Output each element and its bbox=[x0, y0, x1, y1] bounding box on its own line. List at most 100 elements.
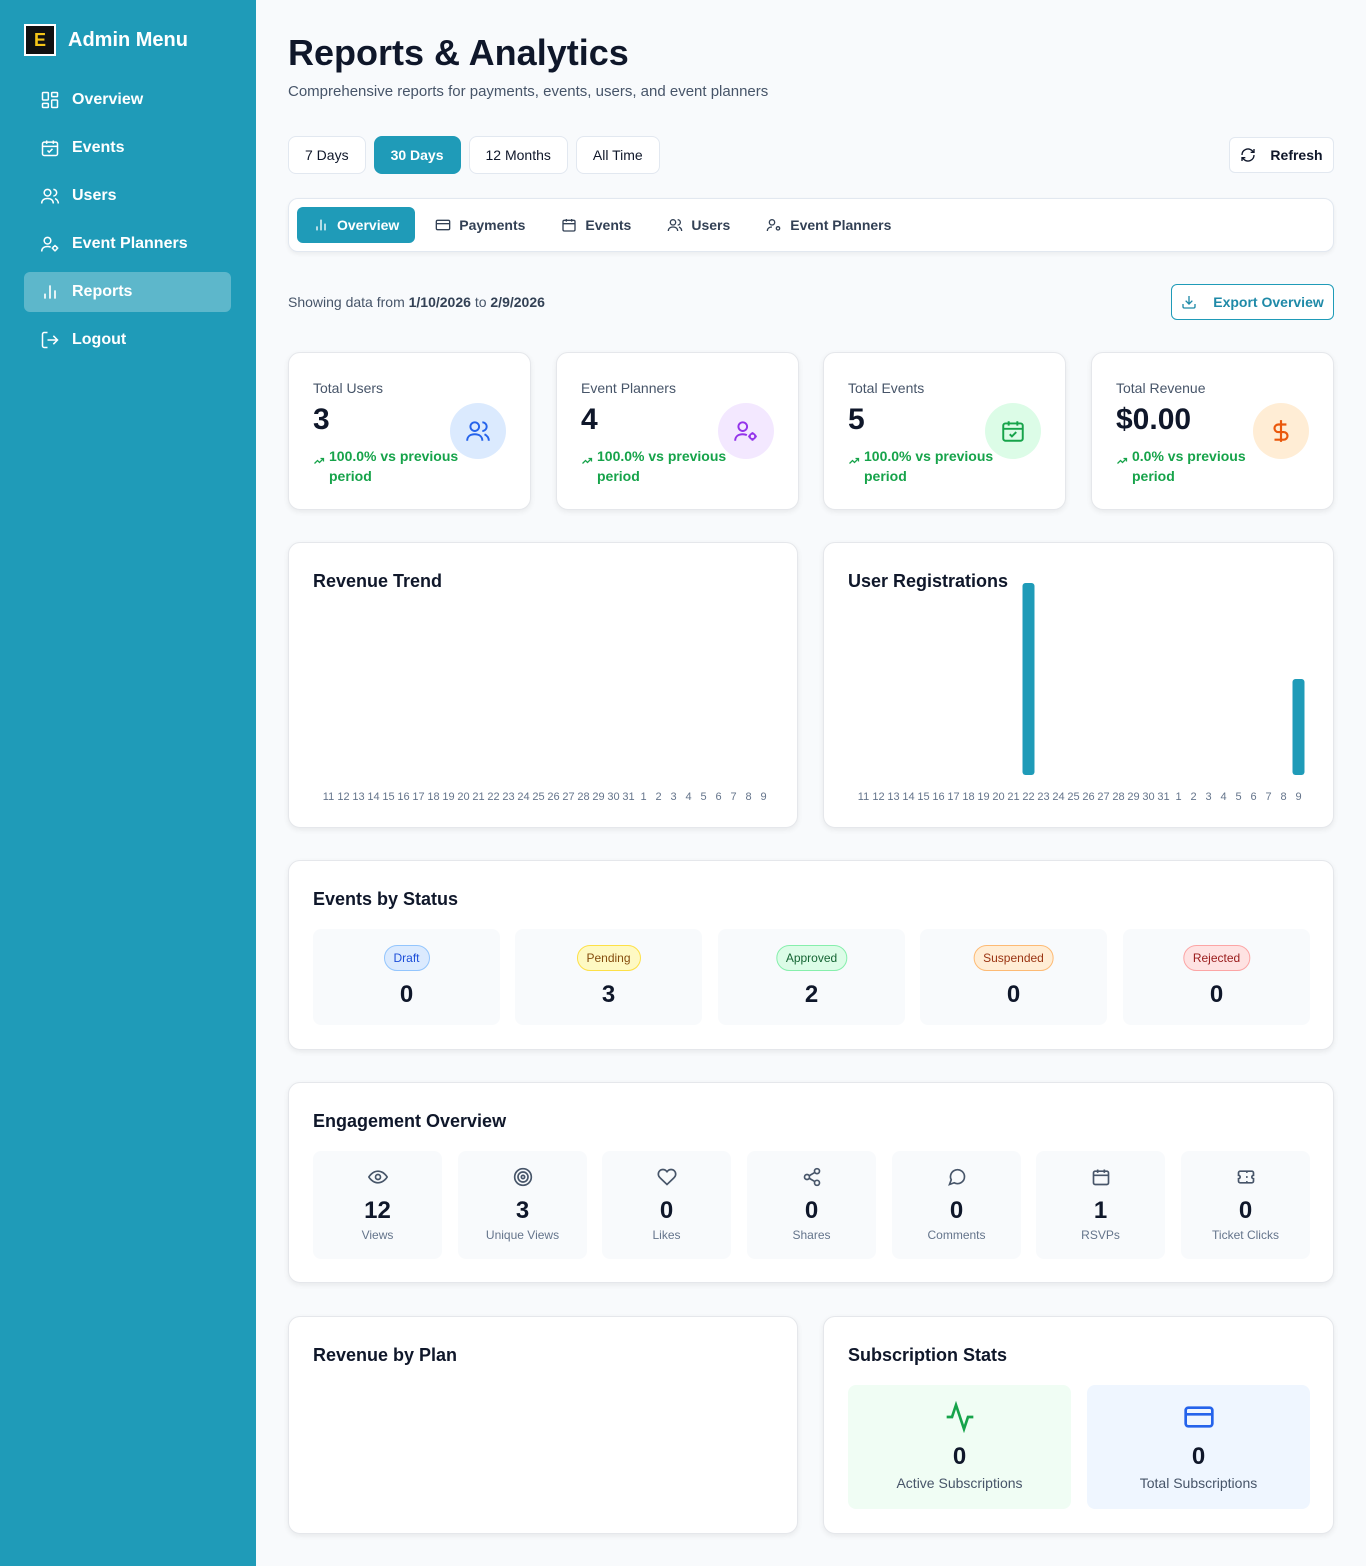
tab-event-planners[interactable]: Event Planners bbox=[750, 207, 907, 243]
engagement-value: 12 bbox=[364, 1197, 391, 1224]
active-subscriptions-value: 0 bbox=[952, 1443, 967, 1470]
bar-chart-icon bbox=[44, 285, 56, 299]
trending-up-icon bbox=[582, 457, 593, 464]
status-suspended: Suspended 0 bbox=[920, 929, 1107, 1025]
stat-value: 5 bbox=[848, 403, 865, 436]
stat-change: 100.0% vs previous period bbox=[581, 446, 731, 486]
user-cog-icon bbox=[40, 236, 59, 252]
status-badge: Approved bbox=[775, 945, 848, 971]
x-tick-label: 20 bbox=[992, 791, 1005, 803]
stat-change: 100.0% vs previous period bbox=[848, 446, 998, 486]
stat-icon bbox=[1253, 403, 1309, 459]
x-tick-label: 22 bbox=[1022, 791, 1035, 803]
sidebar-item-event-planners[interactable]: Event Planners bbox=[24, 224, 231, 264]
tab-label: Overview bbox=[337, 217, 400, 233]
x-tick-label: 27 bbox=[1097, 791, 1110, 803]
brand: E Admin Menu bbox=[24, 24, 188, 56]
status-badge: Suspended bbox=[973, 945, 1054, 971]
x-tick-label: 11 bbox=[857, 791, 870, 803]
sidebar-item-logout[interactable]: Logout bbox=[24, 320, 231, 360]
x-tick-label: 2 bbox=[1190, 791, 1197, 803]
sidebar-item-reports[interactable]: Reports bbox=[24, 272, 231, 312]
range-all-time-button[interactable]: All Time bbox=[575, 136, 660, 174]
credit-card-icon bbox=[1183, 1406, 1214, 1428]
activity-icon bbox=[946, 1401, 973, 1433]
tab-payments[interactable]: Payments bbox=[419, 207, 541, 243]
sidebar-item-users[interactable]: Users bbox=[24, 176, 231, 216]
calendar-icon bbox=[41, 140, 59, 157]
comment-icon bbox=[947, 1168, 965, 1186]
chart-bar bbox=[1022, 583, 1035, 775]
status-count: 0 bbox=[399, 981, 414, 1008]
stat-label: Total Revenue bbox=[1116, 380, 1206, 396]
x-tick-label: 22 bbox=[487, 791, 500, 803]
status-rejected: Rejected 0 bbox=[1123, 929, 1310, 1025]
engagement-value: 0 bbox=[949, 1197, 964, 1224]
tab-label: Events bbox=[585, 217, 632, 233]
stat-icon bbox=[718, 403, 774, 459]
stat-label: Total Users bbox=[313, 380, 384, 396]
export-overview-button[interactable]: Export Overview bbox=[1171, 284, 1334, 320]
tab-events[interactable]: Events bbox=[545, 207, 647, 243]
x-tick-label: 9 bbox=[1295, 791, 1302, 803]
x-tick-label: 25 bbox=[1067, 791, 1080, 803]
sidebar-item-overview[interactable]: Overview bbox=[24, 80, 231, 120]
dashboard-icon bbox=[41, 91, 59, 109]
subscription-stats-card: Subscription Stats 0 Active Subscription… bbox=[823, 1316, 1334, 1534]
tab-overview[interactable]: Overview bbox=[297, 207, 416, 243]
x-tick-label: 18 bbox=[962, 791, 975, 803]
engagement-overview-card: Engagement Overview 12 Views 3 Unique Vi… bbox=[288, 1082, 1334, 1283]
stat-card-event-planners: Event Planners 4 100.0% vs previous peri… bbox=[556, 352, 799, 510]
date-range-text: Showing data from 1/10/2026 to 2/9/2026 bbox=[288, 294, 545, 310]
x-tick-label: 15 bbox=[382, 791, 395, 803]
active-subscriptions-label: Active Subscriptions bbox=[896, 1475, 1023, 1491]
engagement-comments: 0 Comments bbox=[892, 1151, 1021, 1259]
heart-icon bbox=[657, 1168, 676, 1186]
dollar-icon bbox=[1273, 420, 1289, 442]
events-by-status-card: Events by Status Draft 0 Pending 3 Appro… bbox=[288, 860, 1334, 1050]
sidebar-item-label: Reports bbox=[72, 283, 133, 300]
x-tick-label: 23 bbox=[1037, 791, 1050, 803]
sidebar-item-label: Events bbox=[72, 139, 125, 156]
revenue-trend-title: Revenue Trend bbox=[313, 571, 443, 591]
x-tick-label: 16 bbox=[932, 791, 945, 803]
sidebar-nav: Overview Events Users Event Planners Rep… bbox=[24, 80, 231, 368]
ticket-icon bbox=[1237, 1170, 1254, 1184]
app-logo: E bbox=[24, 24, 56, 56]
sidebar-item-events[interactable]: Events bbox=[24, 128, 231, 168]
sidebar-item-label: Logout bbox=[72, 331, 127, 348]
date-range-end: 2/9/2026 bbox=[490, 294, 545, 310]
sidebar-item-label: Users bbox=[72, 187, 117, 204]
x-tick-label: 18 bbox=[427, 791, 440, 803]
active-subscriptions: 0 Active Subscriptions bbox=[848, 1385, 1071, 1509]
eye-icon bbox=[367, 1170, 388, 1184]
range-7-days-button[interactable]: 7 Days bbox=[288, 136, 366, 174]
date-range-start: 1/10/2026 bbox=[408, 294, 471, 310]
status-count: 0 bbox=[1006, 981, 1021, 1008]
x-tick-label: 28 bbox=[577, 791, 590, 803]
x-tick-label: 31 bbox=[1157, 791, 1170, 803]
range-30-days-button[interactable]: 30 Days bbox=[373, 136, 461, 174]
sidebar: E Admin Menu Overview Events Users Event… bbox=[0, 0, 256, 1566]
x-tick-label: 1 bbox=[1175, 791, 1182, 803]
range-12-months-button[interactable]: 12 Months bbox=[468, 136, 568, 174]
x-tick-label: 3 bbox=[670, 791, 677, 803]
tab-users[interactable]: Users bbox=[651, 207, 746, 243]
events-by-status-title: Events by Status bbox=[313, 889, 459, 909]
x-tick-label: 7 bbox=[730, 791, 737, 803]
revenue-trend-x-axis: 11 12 13 14 15 16 17 18 19 20 21 22 23 24 25 26 27 28 29 30… bbox=[321, 791, 771, 803]
stat-change-text: 100.0% vs previous period bbox=[864, 448, 994, 484]
page-title: Reports & Analytics bbox=[288, 32, 629, 73]
stat-label: Event Planners bbox=[581, 380, 676, 396]
engagement-value: 0 bbox=[804, 1197, 819, 1224]
date-range-prefix: Showing data from bbox=[288, 294, 405, 310]
engagement-label: Unique Views bbox=[485, 1228, 560, 1242]
stat-label: Total Events bbox=[848, 380, 925, 396]
status-draft: Draft 0 bbox=[313, 929, 500, 1025]
x-tick-label: 2 bbox=[655, 791, 662, 803]
x-tick-label: 31 bbox=[622, 791, 635, 803]
user-registrations-card: User Registrations 11 12 13 14 15 16 17 18 19 20 2… bbox=[823, 542, 1334, 828]
refresh-button[interactable]: Refresh bbox=[1229, 137, 1334, 173]
x-tick-label: 21 bbox=[472, 791, 485, 803]
credit-card-icon bbox=[435, 219, 451, 231]
